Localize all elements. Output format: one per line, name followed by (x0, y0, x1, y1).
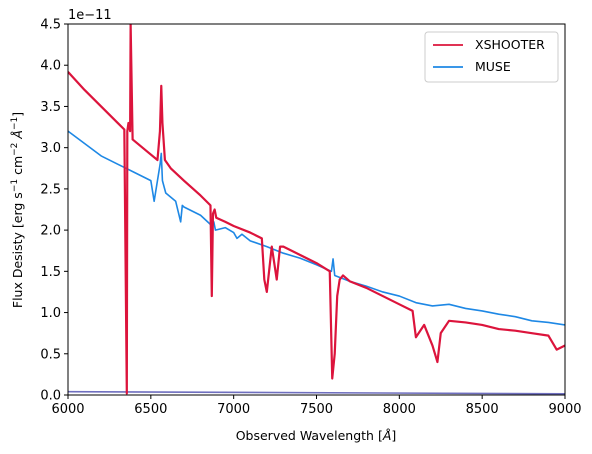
series-line-xshooter (68, 24, 565, 395)
y-tick-label: 0.5 (40, 347, 61, 362)
y-tick-label: 0.0 (40, 389, 61, 404)
x-tick-label: 8500 (466, 402, 499, 417)
plot-area (68, 24, 565, 395)
y-tick-label: 3.0 (40, 141, 61, 156)
y-tick-label: 1.5 (40, 265, 61, 280)
y-tick-label: 1.0 (40, 306, 61, 321)
y-tick-label: 2.5 (40, 182, 61, 197)
x-tick-label: 7500 (300, 402, 333, 417)
x-tick-label: 8000 (383, 402, 416, 417)
y-tick-label: 2.0 (40, 224, 61, 239)
y-axis: 0.0 0.5 1.0 1.5 2.0 2.5 3.0 3.5 4.0 4.5 (40, 18, 68, 404)
series-line-muse (68, 130, 565, 326)
x-tick-label: 9000 (548, 402, 581, 417)
series-layer (68, 24, 565, 395)
y-axis-label: Flux Desisty [erg s−1 cm−2 Å−1] (10, 112, 25, 308)
x-tick-label: 6000 (51, 402, 84, 417)
x-axis-label: Observed Wavelength [Å] (236, 428, 397, 443)
legend-label-muse: MUSE (475, 59, 511, 74)
x-tick-label: 6500 (134, 402, 167, 417)
legend-label-xshooter: XSHOOTER (475, 37, 545, 52)
y-offset-text: 1e−11 (68, 8, 112, 23)
floor-line-0 (68, 390, 565, 395)
x-axis: 6000 6500 7000 7500 8000 8500 9000 (51, 395, 582, 417)
legend: XSHOOTER MUSE (424, 31, 559, 83)
y-tick-label: 3.5 (40, 100, 61, 115)
y-tick-label: 4.5 (40, 18, 61, 33)
y-tick-label: 4.0 (40, 59, 61, 74)
x-tick-label: 7000 (217, 402, 250, 417)
